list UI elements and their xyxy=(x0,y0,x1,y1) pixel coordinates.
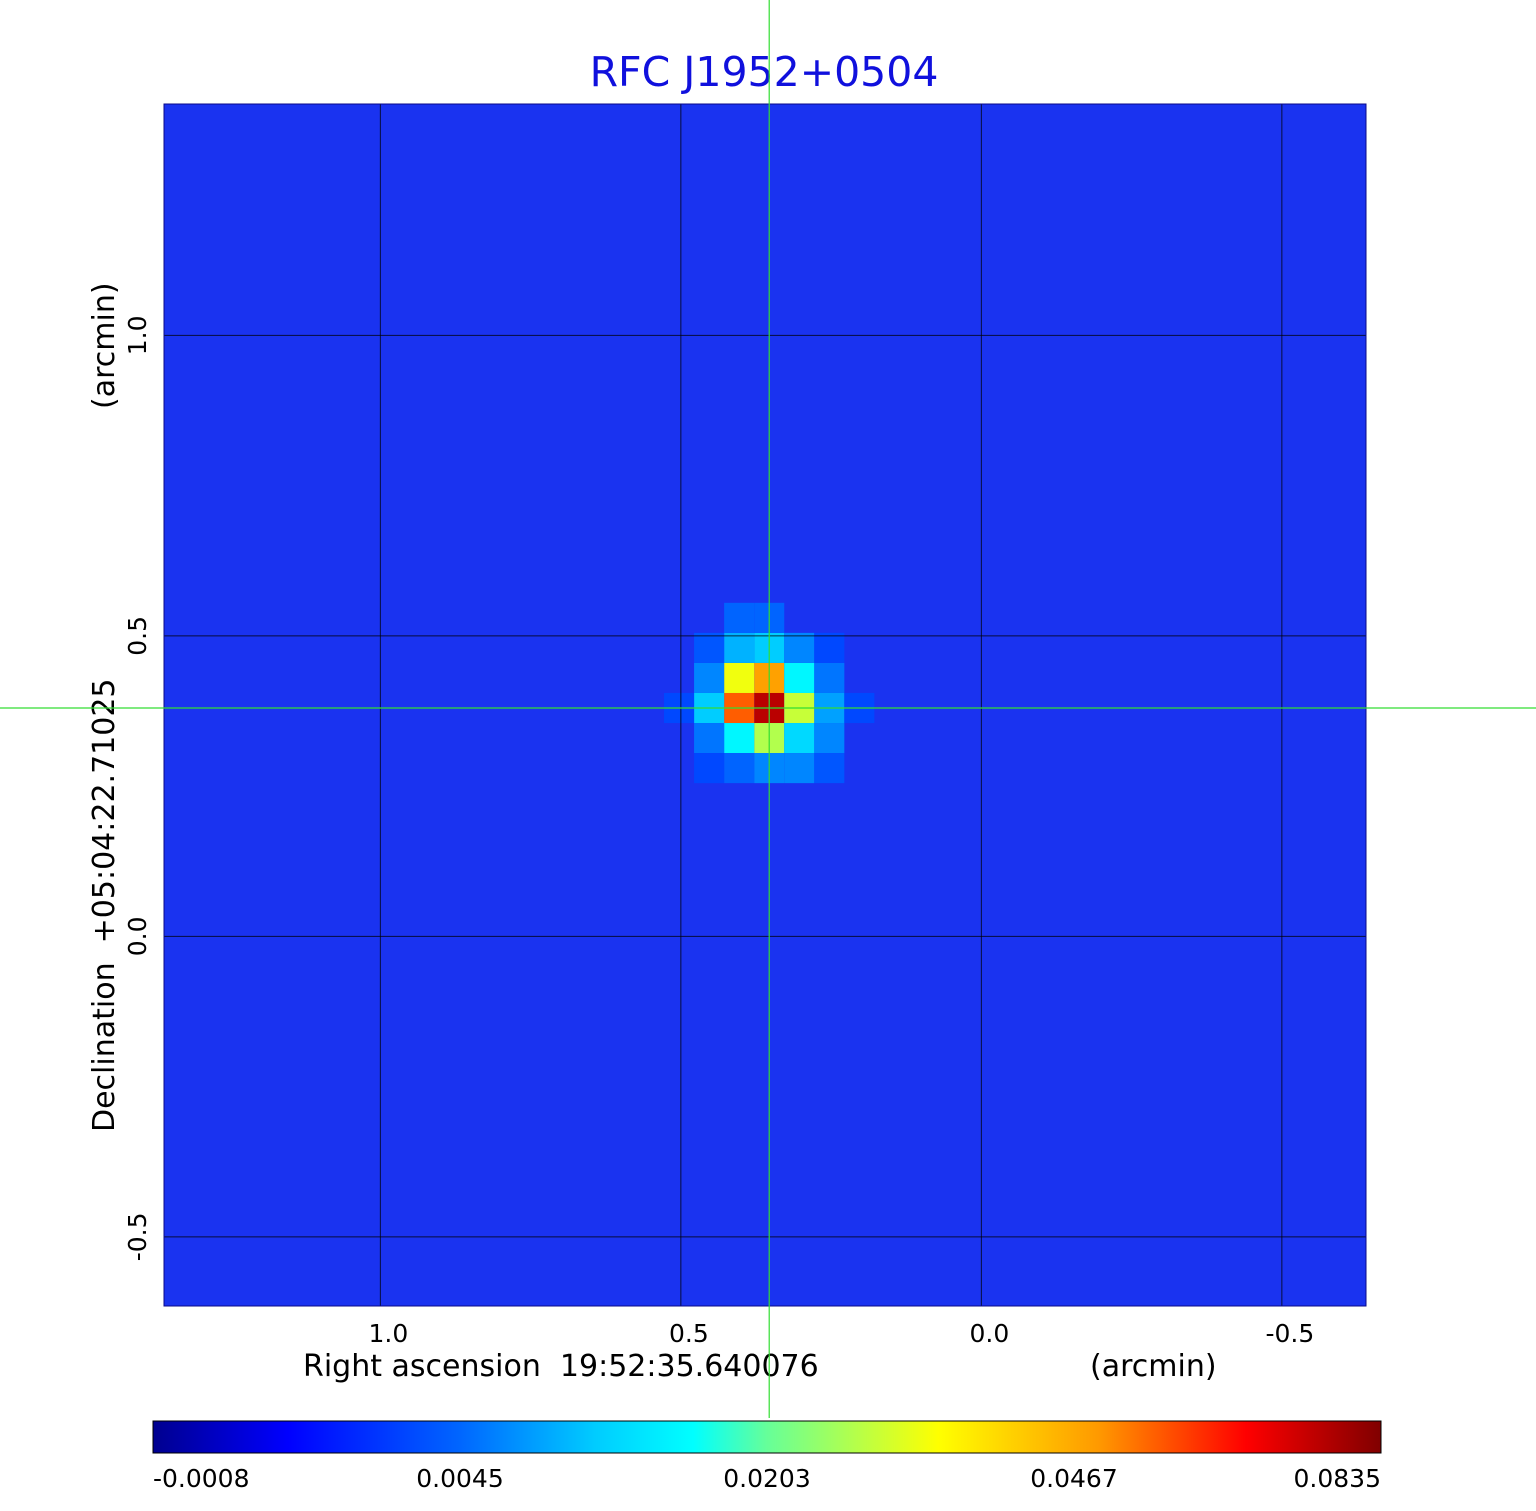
source-pixel xyxy=(814,753,845,784)
y-axis-unit: (arcmin) xyxy=(87,282,122,409)
x-tick-label: -0.5 xyxy=(1265,1319,1314,1348)
source-pixel xyxy=(724,753,755,784)
colorbar xyxy=(152,1420,1382,1454)
source-pixel xyxy=(694,723,725,754)
x-axis-label: Right ascension 19:52:35.640076 xyxy=(303,1349,819,1384)
plot-frame xyxy=(163,103,1367,1307)
source-pixel xyxy=(814,632,845,663)
source-pixel xyxy=(784,632,815,663)
source-pixel xyxy=(724,662,755,693)
source-pixel xyxy=(724,632,755,663)
y-tick-label: -0.5 xyxy=(123,1212,152,1261)
plot-area xyxy=(163,103,1367,1307)
colorbar-tick-label: 0.0045 xyxy=(416,1464,503,1493)
grid-lines xyxy=(164,104,1366,1306)
source-pixel xyxy=(694,753,725,784)
y-axis-label: Declination +05:04:22.71025 xyxy=(87,678,122,1132)
chart-title: RFC J1952+0504 xyxy=(590,48,939,96)
colorbar-tick-labels: -0.0008 0.0045 0.0203 0.0467 0.0835 xyxy=(153,1464,1381,1493)
source-pixel xyxy=(694,632,725,663)
source-pixel xyxy=(784,723,815,754)
y-tick-label: 0.5 xyxy=(123,616,152,656)
source-pixel xyxy=(694,662,725,693)
x-tick-labels: 1.0 0.5 0.0 -0.5 xyxy=(368,1319,1314,1348)
source-pixel xyxy=(814,662,845,693)
x-axis-unit: (arcmin) xyxy=(1090,1349,1217,1384)
x-tick-label: 0.5 xyxy=(669,1319,709,1348)
x-tick-label: 0.0 xyxy=(969,1319,1009,1348)
colorbar-tick-label: 0.0203 xyxy=(723,1464,810,1493)
colorbar-tick-label: -0.0008 xyxy=(153,1464,250,1493)
y-tick-labels: -0.5 0.0 0.5 1.0 xyxy=(123,316,152,1262)
source-pixel xyxy=(784,662,815,693)
x-tick-label: 1.0 xyxy=(368,1319,408,1348)
colorbar-tick-label: 0.0467 xyxy=(1030,1464,1117,1493)
crosshair xyxy=(0,0,1536,1418)
y-tick-label: 1.0 xyxy=(123,316,152,356)
source-pixel xyxy=(724,723,755,754)
source-pixel xyxy=(784,753,815,784)
source-pixel xyxy=(724,602,755,633)
y-tick-label: 0.0 xyxy=(123,917,152,957)
colorbar-tick-label: 0.0835 xyxy=(1294,1464,1381,1493)
source-pixel xyxy=(814,723,845,754)
